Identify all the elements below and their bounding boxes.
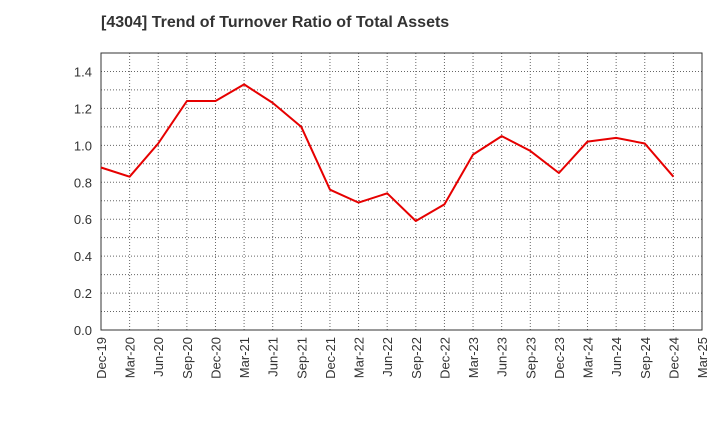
chart-title: [4304] Trend of Turnover Ratio of Total … — [101, 14, 450, 31]
x-tick-label: Mar-20 — [123, 337, 138, 378]
series-layer — [100, 83, 675, 222]
y-tick-label: 1.4 — [74, 64, 92, 79]
y-tick-label: 0.8 — [74, 175, 92, 190]
y-tick-label: 1.2 — [74, 101, 92, 116]
y-tick-label: 0.0 — [74, 323, 92, 338]
x-tick-label: Dec-21 — [323, 337, 338, 379]
plot-frame — [100, 52, 703, 331]
y-tick-label: 0.4 — [74, 249, 92, 264]
x-tick-label: Sep-21 — [294, 337, 309, 379]
x-tick-label: Jun-20 — [151, 337, 166, 377]
y-tick-label: 0.2 — [74, 286, 92, 301]
x-tick-label: Mar-22 — [352, 337, 367, 378]
x-tick-label: Mar-23 — [466, 337, 481, 378]
x-tick-label: Dec-22 — [437, 337, 452, 379]
x-tick-label: Dec-20 — [208, 337, 223, 379]
x-tick-label: Dec-23 — [552, 337, 567, 379]
x-tick-label: Sep-22 — [409, 337, 424, 379]
x-tick-label: Jun-24 — [609, 337, 624, 377]
grid — [101, 53, 702, 330]
series-line — [100, 83, 675, 222]
x-tick-label: Mar-24 — [581, 337, 596, 378]
x-axis: Dec-19 Mar-20 Jun-20 Sep-20 Dec-20 Mar-21 Jun-… — [94, 337, 710, 379]
y-tick-label: 1.0 — [74, 138, 92, 153]
x-tick-label: Dec-19 — [94, 337, 109, 379]
x-tick-label: Jun-22 — [380, 337, 395, 377]
x-tick-label: Sep-20 — [180, 337, 195, 379]
x-tick-label: Jun-21 — [266, 337, 281, 377]
x-tick-label: Dec-24 — [666, 337, 681, 379]
x-tick-label: Sep-24 — [638, 337, 653, 379]
y-tick-label: 0.6 — [74, 212, 92, 227]
x-tick-label: Mar-25 — [695, 337, 710, 378]
x-tick-label: Sep-23 — [523, 337, 538, 379]
x-tick-label: Jun-23 — [495, 337, 510, 377]
y-axis: 0.0 0.2 0.4 0.6 0.8 1.0 1.2 1.4 — [74, 64, 92, 338]
x-tick-label: Mar-21 — [237, 337, 252, 378]
